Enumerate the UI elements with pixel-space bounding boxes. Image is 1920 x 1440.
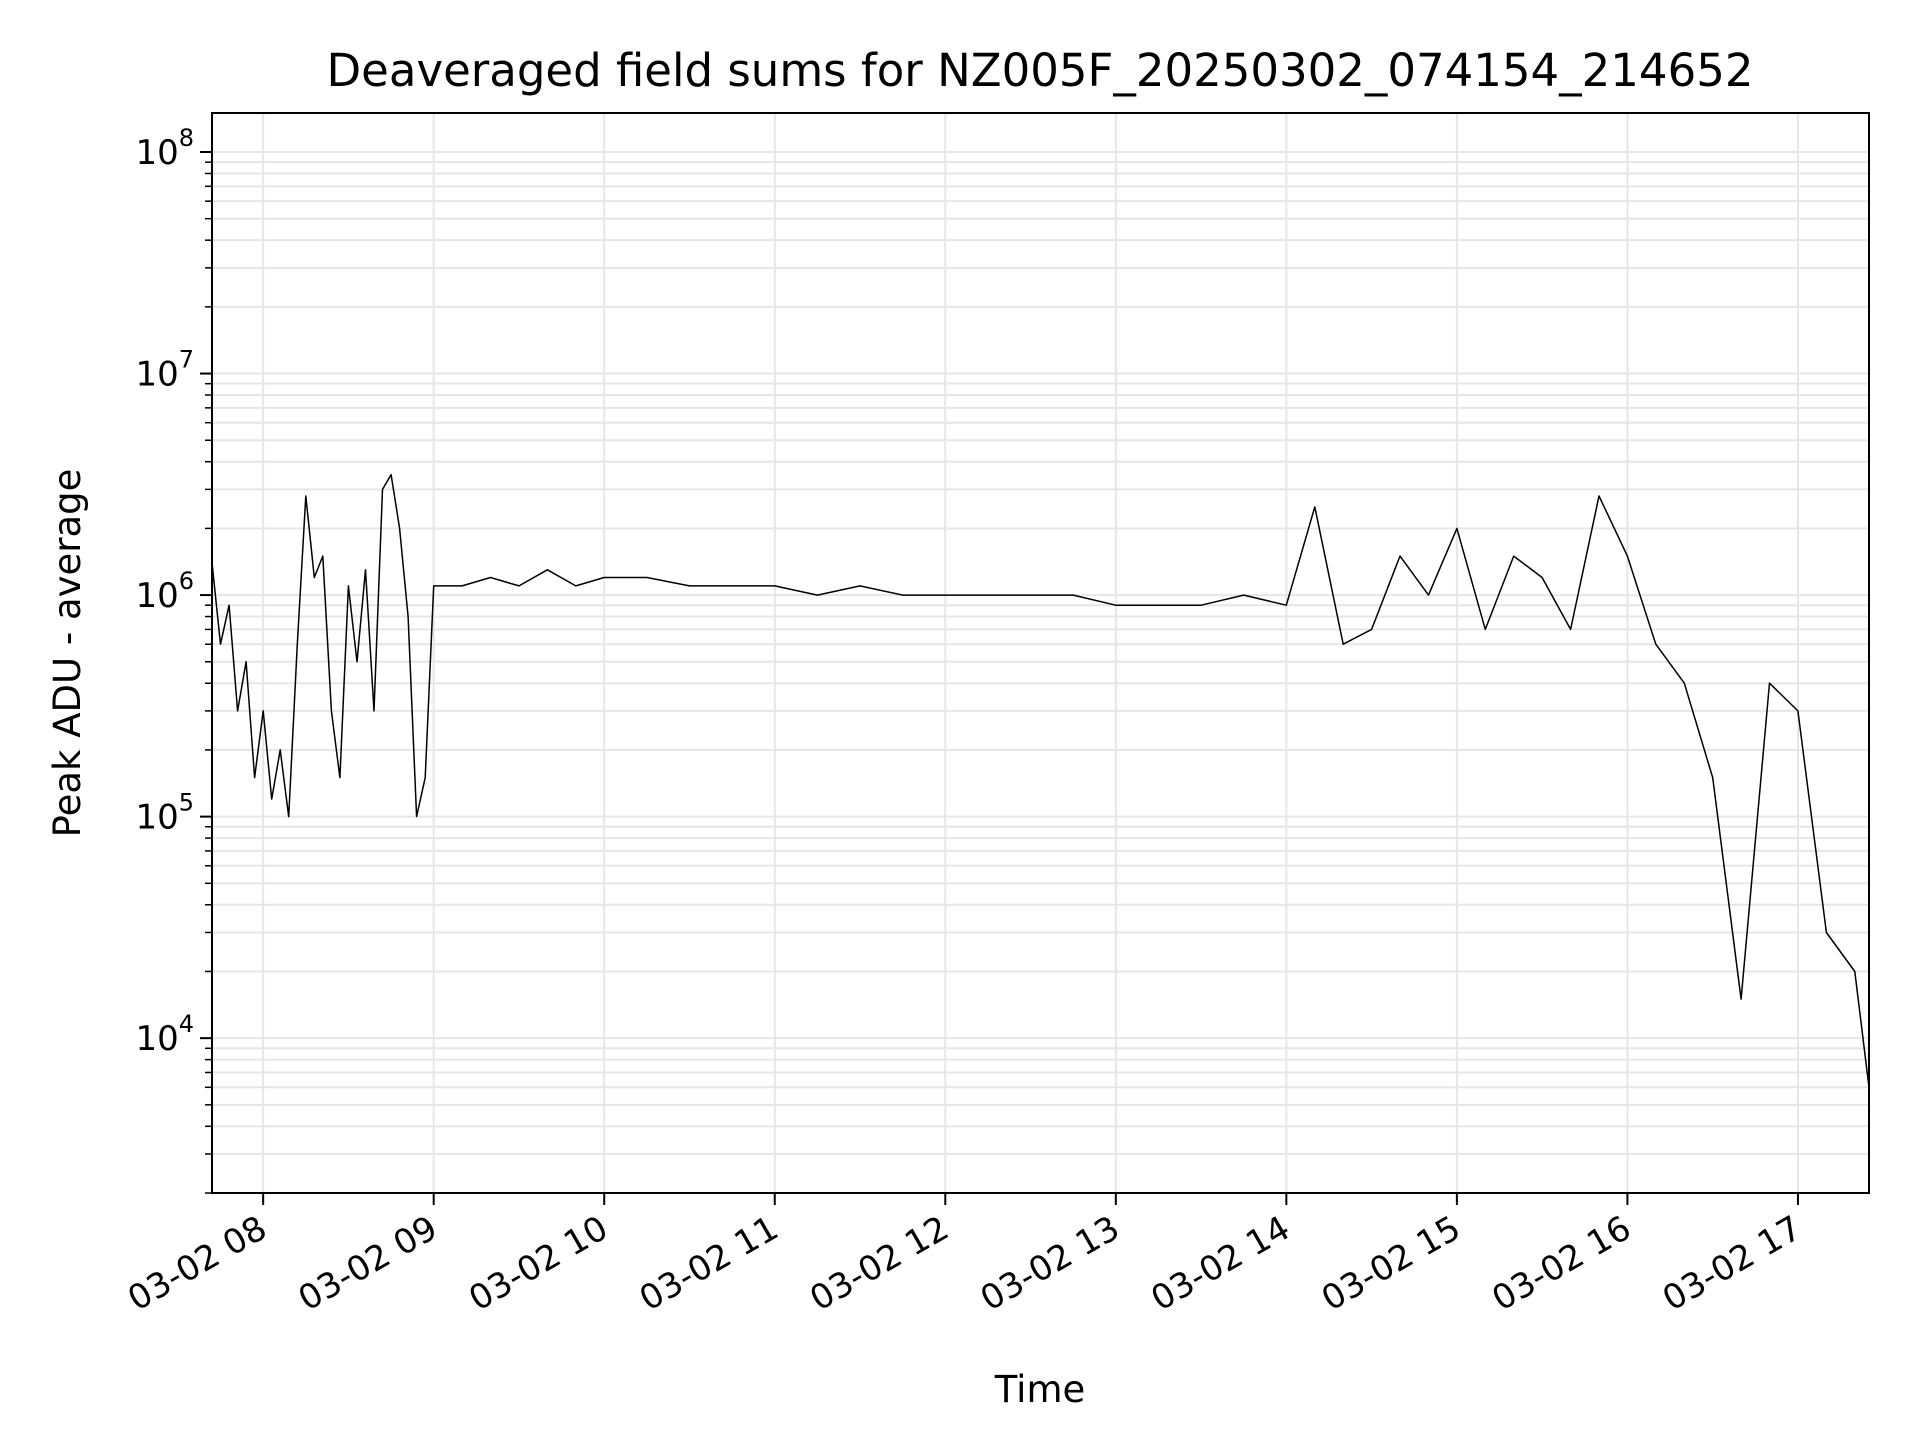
chart-title: Deaveraged field sums for NZ005F_2025030… (327, 44, 1754, 97)
y-tick-label: 106 (135, 567, 194, 616)
y-axis-label: Peak ADU - average (46, 469, 89, 838)
x-axis-label: Time (994, 1368, 1086, 1411)
plot-frame (211, 112, 1870, 1194)
y-tick-label: 107 (135, 346, 194, 395)
series-line (211, 473, 1870, 1088)
y-tick-label: 105 (135, 789, 194, 838)
y-tick-label: 104 (135, 1010, 194, 1059)
y-axis: 104 105 106 107 108 (135, 124, 212, 1194)
series-layer (211, 473, 1870, 1088)
grid (212, 113, 1869, 1194)
y-tick-label: 108 (135, 124, 194, 173)
